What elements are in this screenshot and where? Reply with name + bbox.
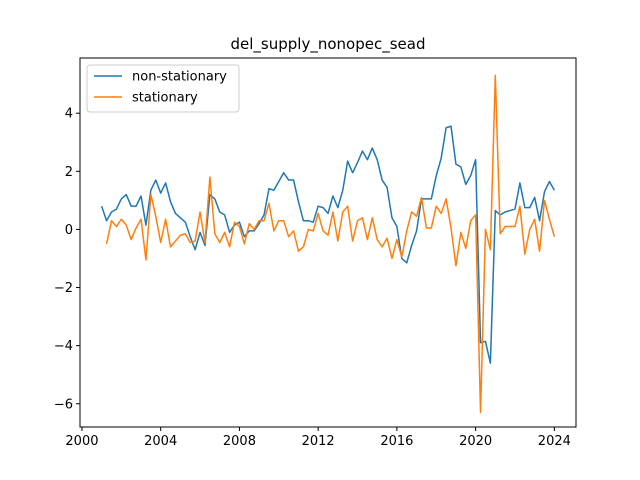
- y-tick-label: 0: [65, 223, 73, 238]
- y-tick-label: 2: [65, 165, 73, 180]
- x-tick-label: 2004: [144, 434, 177, 449]
- y-tick-label: −2: [54, 281, 73, 296]
- x-tick-label: 2016: [380, 434, 413, 449]
- x-tick-label: 2000: [65, 434, 98, 449]
- y-tick-label: −6: [54, 397, 73, 412]
- y-tick-label: −4: [54, 339, 73, 354]
- series-line-stationary: [105, 74, 556, 414]
- chart-title: del_supply_nonopec_sead: [231, 35, 426, 54]
- legend-box: [86, 64, 240, 113]
- plot-area: [100, 74, 556, 414]
- x-tick-label: 2012: [302, 434, 335, 449]
- axes-frame: [79, 57, 577, 428]
- y-axis: −6 −4 −2 0 2 4: [54, 107, 80, 412]
- x-tick-label: 2008: [223, 434, 256, 449]
- series-line-non-stationary: [100, 125, 556, 364]
- legend-label-non-stationary: non-stationary: [132, 70, 227, 85]
- legend: non-stationary stationary: [86, 64, 240, 113]
- x-tick-label: 2020: [459, 434, 492, 449]
- x-axis: 2000 2004 2008 2012 2016 2020 2024: [65, 427, 571, 449]
- x-tick-label: 2024: [538, 434, 571, 449]
- y-tick-label: 4: [65, 107, 73, 122]
- legend-label-stationary: stationary: [132, 91, 198, 106]
